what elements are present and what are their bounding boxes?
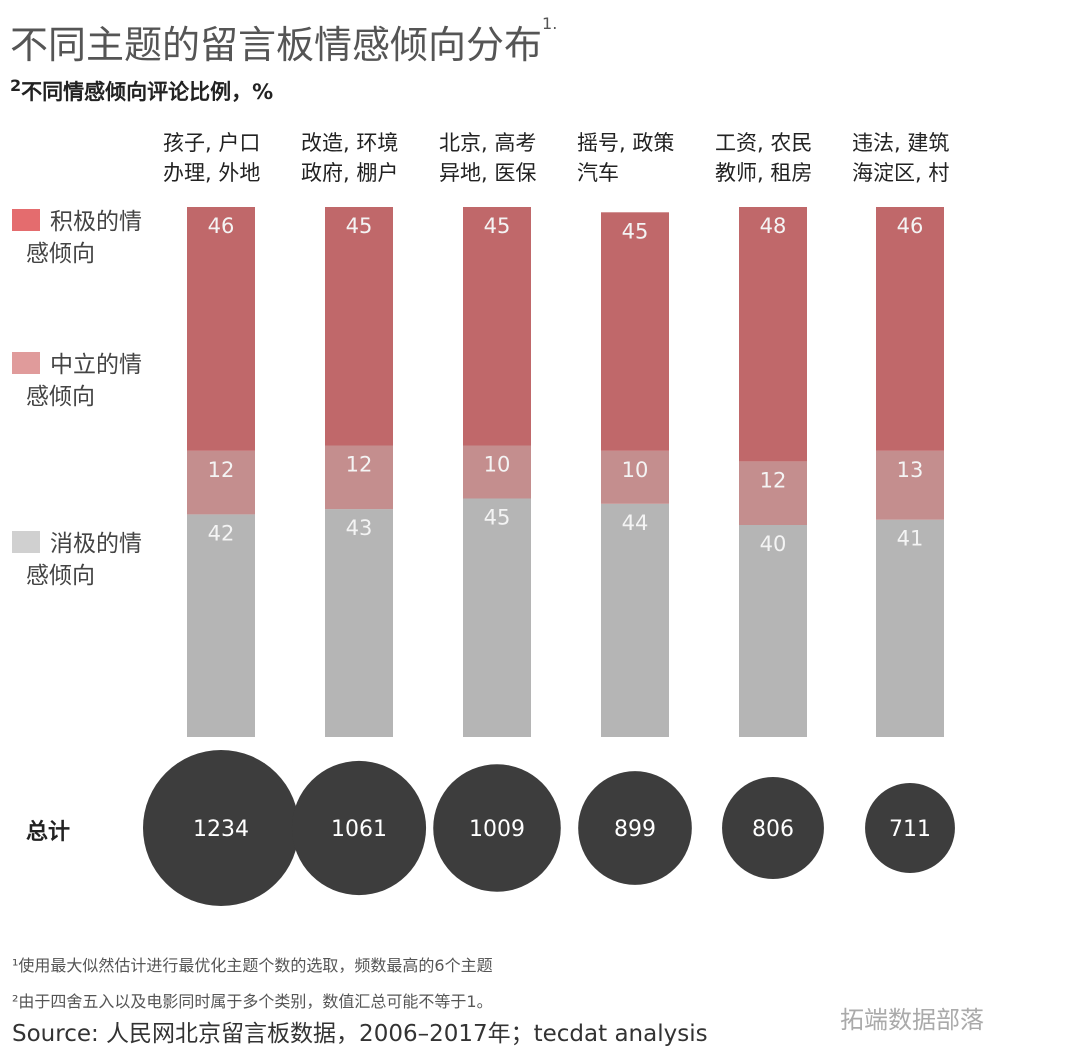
category-label-line: 工资, 农民 [715, 131, 813, 155]
category-label-line: 改造, 环境 [301, 131, 399, 155]
bar-segment [187, 514, 255, 737]
data-label: 44 [622, 511, 649, 535]
data-label: 45 [484, 506, 511, 530]
legend-positive: 积极的情感倾向 [12, 206, 172, 270]
legend-label: 感倾向 [26, 241, 95, 267]
legend-swatch [12, 209, 40, 231]
bar-segment [739, 207, 807, 462]
category-label-line: 海淀区, 村 [852, 161, 950, 185]
data-label: 13 [897, 458, 924, 482]
bar-segment [601, 503, 669, 737]
subtitle-text: 不同情感倾向评论比例，% [21, 80, 274, 104]
data-label: 40 [760, 532, 787, 556]
data-label: 45 [346, 214, 373, 238]
total-value: 1234 [193, 817, 249, 842]
bar-segment [876, 207, 944, 451]
stacked-bar-chart: 42 12 46 1234 43 12 45 1061 45 10 45 1009 44 10 45 899 4… [143, 207, 955, 906]
data-label: 12 [208, 458, 235, 482]
legend-label: 中立的情 [50, 352, 142, 378]
total-bubble [722, 777, 824, 879]
title-text: 不同主题的留言板情感倾向分布 [10, 23, 543, 67]
total-bubble [433, 764, 561, 892]
data-label: 41 [897, 527, 924, 551]
watermark: 拓端数据部落 [840, 1006, 984, 1034]
bar-segment [325, 509, 393, 737]
legend-swatch [12, 531, 40, 553]
total-bubble [291, 760, 427, 896]
data-label: 45 [622, 219, 649, 243]
data-label: 46 [208, 214, 235, 238]
data-label: 43 [346, 516, 373, 540]
data-label: 48 [760, 214, 787, 238]
data-label: 45 [484, 214, 511, 238]
bar-segment [463, 207, 531, 446]
total-value: 711 [889, 817, 931, 842]
bar-segment [601, 212, 669, 451]
legend-label: 积极的情 [50, 209, 142, 235]
category-label: 违法, 建筑 海淀区, 村 [852, 128, 949, 188]
footnote-2: ²由于四舍五入以及电影同时属于多个类别，数值汇总可能不等于1。 [12, 992, 493, 1011]
data-label: 10 [622, 458, 649, 482]
total-label: 总计 [26, 820, 71, 845]
data-label: 42 [208, 521, 235, 545]
total-value: 899 [614, 817, 656, 842]
title-footnote: 1. [542, 14, 558, 33]
category-label: 孩子, 户口 办理, 外地 [163, 128, 260, 188]
legend-neutral: 中立的情感倾向 [12, 349, 172, 413]
category-label-line: 汽车 [577, 161, 619, 185]
bar-segment [739, 525, 807, 737]
category-label: 工资, 农民 教师, 租房 [715, 128, 812, 188]
chart-subtitle: 2不同情感倾向评论比例，% [10, 76, 273, 106]
legend-label: 感倾向 [26, 563, 95, 589]
data-label: 10 [484, 453, 511, 477]
category-label-line: 异地, 医保 [439, 161, 537, 185]
footnote-1: ¹使用最大似然估计进行最优化主题个数的选取，频数最高的6个主题 [12, 956, 493, 975]
data-label: 12 [760, 468, 787, 492]
bar-segment [187, 207, 255, 451]
legend-negative: 消极的情感倾向 [12, 528, 172, 592]
total-bubble [143, 750, 299, 906]
bar-segment [463, 498, 531, 737]
bar-segment [601, 450, 669, 504]
category-label-line: 摇号, 政策 [577, 131, 675, 155]
category-label-line: 违法, 建筑 [852, 131, 950, 155]
category-label-line: 教师, 租房 [715, 161, 813, 185]
bar-segment [325, 207, 393, 446]
category-label-line: 北京, 高考 [439, 131, 537, 155]
data-label: 46 [897, 214, 924, 238]
legend-label: 消极的情 [50, 531, 142, 557]
subtitle-footnote: 2 [10, 76, 22, 95]
bar-segment [187, 450, 255, 515]
category-label-line: 政府, 棚户 [301, 161, 399, 185]
category-label-line: 办理, 外地 [163, 161, 261, 185]
legend-swatch [12, 352, 40, 374]
source-text: Source: 人民网北京留言板数据，2006–2017年；tecdat ana… [12, 1021, 708, 1047]
bar-segment [463, 445, 531, 499]
total-value: 1061 [331, 817, 387, 842]
category-label-line: 孩子, 户口 [163, 131, 261, 155]
bar-segment [876, 519, 944, 737]
total-value: 806 [752, 817, 794, 842]
total-bubble [865, 783, 955, 873]
category-label: 北京, 高考 异地, 医保 [439, 128, 536, 188]
total-bubble [578, 771, 692, 885]
data-label: 12 [346, 453, 373, 477]
chart-title: 不同主题的留言板情感倾向分布1. [10, 14, 557, 69]
total-value: 1009 [469, 817, 525, 842]
bar-segment [876, 450, 944, 520]
category-label: 摇号, 政策 汽车 [577, 128, 674, 188]
category-label: 改造, 环境 政府, 棚户 [301, 128, 398, 188]
bar-segment [739, 461, 807, 525]
legend-label: 感倾向 [26, 384, 95, 410]
bar-segment [325, 445, 393, 510]
